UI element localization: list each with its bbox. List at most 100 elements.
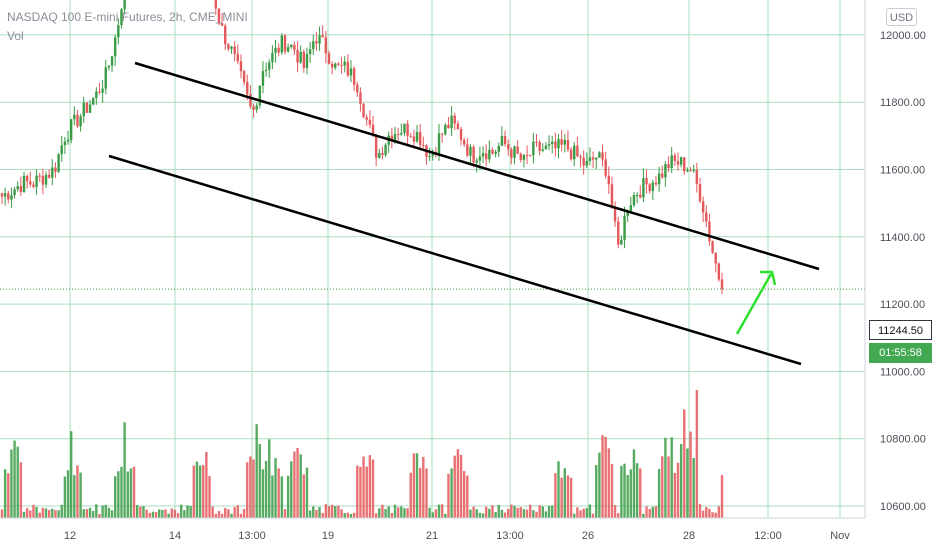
candle-body	[280, 35, 284, 53]
volume-bar	[670, 437, 673, 518]
candle-body	[7, 193, 10, 200]
candle-body	[573, 145, 576, 160]
price-axis[interactable]: 10600.00 10800.00 11000.00 11200.00 11400.00…	[864, 0, 932, 550]
candle-body	[268, 62, 271, 70]
candle-body	[415, 132, 419, 142]
candle-body	[701, 201, 705, 213]
volume-bar	[318, 506, 321, 518]
volume-bar	[145, 509, 148, 518]
candle-body	[47, 174, 51, 178]
volume-bar	[261, 469, 265, 518]
volume-bar	[381, 504, 384, 518]
candle-body	[22, 175, 26, 193]
candle-body	[359, 92, 362, 104]
candle-body	[352, 68, 356, 85]
time-axis[interactable]: 12 14 13:00 19 21 13:00 26 28 12:00 Nov	[0, 517, 865, 542]
volume-bar	[205, 451, 208, 518]
volume-bar	[139, 506, 142, 518]
projection-arrow-shaft[interactable]	[735, 273, 773, 335]
channel-upper-line[interactable]	[134, 61, 820, 271]
volume-bar	[32, 504, 35, 518]
volume-bar	[38, 512, 41, 518]
candle-body	[654, 182, 658, 185]
volume-bar	[664, 437, 667, 518]
candle-body	[642, 178, 645, 198]
candle-body	[264, 69, 268, 72]
candle-body	[676, 160, 680, 165]
candle-body	[98, 91, 101, 93]
candle-body	[617, 221, 620, 245]
candle-body	[532, 141, 535, 156]
candle-body	[535, 141, 538, 143]
volume-bar	[582, 508, 585, 518]
candle-body	[299, 51, 302, 63]
candle-body	[447, 124, 450, 129]
volume-bar	[180, 504, 183, 518]
volume-bar	[601, 435, 604, 518]
candle-body	[538, 142, 541, 151]
candle-body	[120, 9, 123, 26]
candle-body	[340, 64, 343, 66]
volume-bar	[192, 465, 195, 518]
candle-body	[255, 105, 258, 110]
symbol-title[interactable]: NASDAQ 100 E-mini Futures, 2h, CME_MINI	[7, 10, 248, 24]
volume-bar	[239, 513, 243, 518]
candle-body	[491, 149, 494, 154]
volume-bar	[312, 506, 315, 518]
candle-body	[88, 104, 92, 113]
volume-bar	[500, 509, 504, 518]
volume-bar	[513, 505, 516, 518]
volume-bar	[651, 506, 655, 518]
candle-body	[569, 149, 573, 160]
volume-bar	[686, 448, 689, 518]
volume-bar	[230, 513, 233, 518]
candle-body	[233, 46, 236, 55]
candle-body	[396, 134, 400, 136]
volume-bar	[343, 513, 346, 518]
candle-body	[57, 154, 60, 172]
candle-body	[444, 124, 447, 135]
candle-body	[412, 136, 416, 142]
candle-body	[374, 134, 378, 158]
currency-button[interactable]: USD	[886, 8, 917, 26]
volume-bar	[525, 509, 529, 518]
candle-body	[378, 152, 381, 158]
volume-bar	[29, 510, 32, 518]
volume-bar	[532, 510, 535, 518]
candle-body	[220, 23, 224, 26]
volume-bar	[692, 458, 695, 518]
volume-bar	[409, 472, 412, 518]
volume-bar	[610, 463, 614, 518]
candle-body	[384, 144, 387, 156]
volume-bar	[535, 511, 538, 518]
candle-body	[516, 146, 519, 154]
volume-bar	[236, 505, 240, 518]
volume-indicator-label[interactable]: Vol	[7, 29, 24, 43]
volume-bar	[676, 462, 680, 518]
volume-bar	[69, 431, 73, 518]
candle-body	[230, 46, 233, 49]
volume-bar	[151, 511, 155, 518]
volume-bar	[371, 459, 375, 518]
candle-body	[582, 157, 585, 166]
volume-bar	[73, 475, 76, 518]
candle-body	[242, 71, 246, 83]
volume-bar	[639, 468, 642, 518]
candle-body	[554, 141, 557, 149]
volume-bar	[346, 512, 350, 518]
volume-bar	[595, 465, 598, 518]
volume-bar	[475, 509, 478, 518]
channel-lower-line[interactable]	[108, 154, 802, 366]
volume-bar	[356, 465, 359, 518]
volume-bar	[698, 504, 702, 518]
volume-bar	[54, 510, 57, 518]
candle-body	[607, 175, 611, 185]
candle-body	[302, 51, 306, 68]
volume-bar	[117, 471, 120, 518]
volume-bar	[183, 510, 186, 518]
volume-bar	[25, 508, 29, 518]
candle-body	[85, 102, 89, 113]
volume-bar	[620, 465, 623, 518]
candle-body	[472, 146, 475, 163]
